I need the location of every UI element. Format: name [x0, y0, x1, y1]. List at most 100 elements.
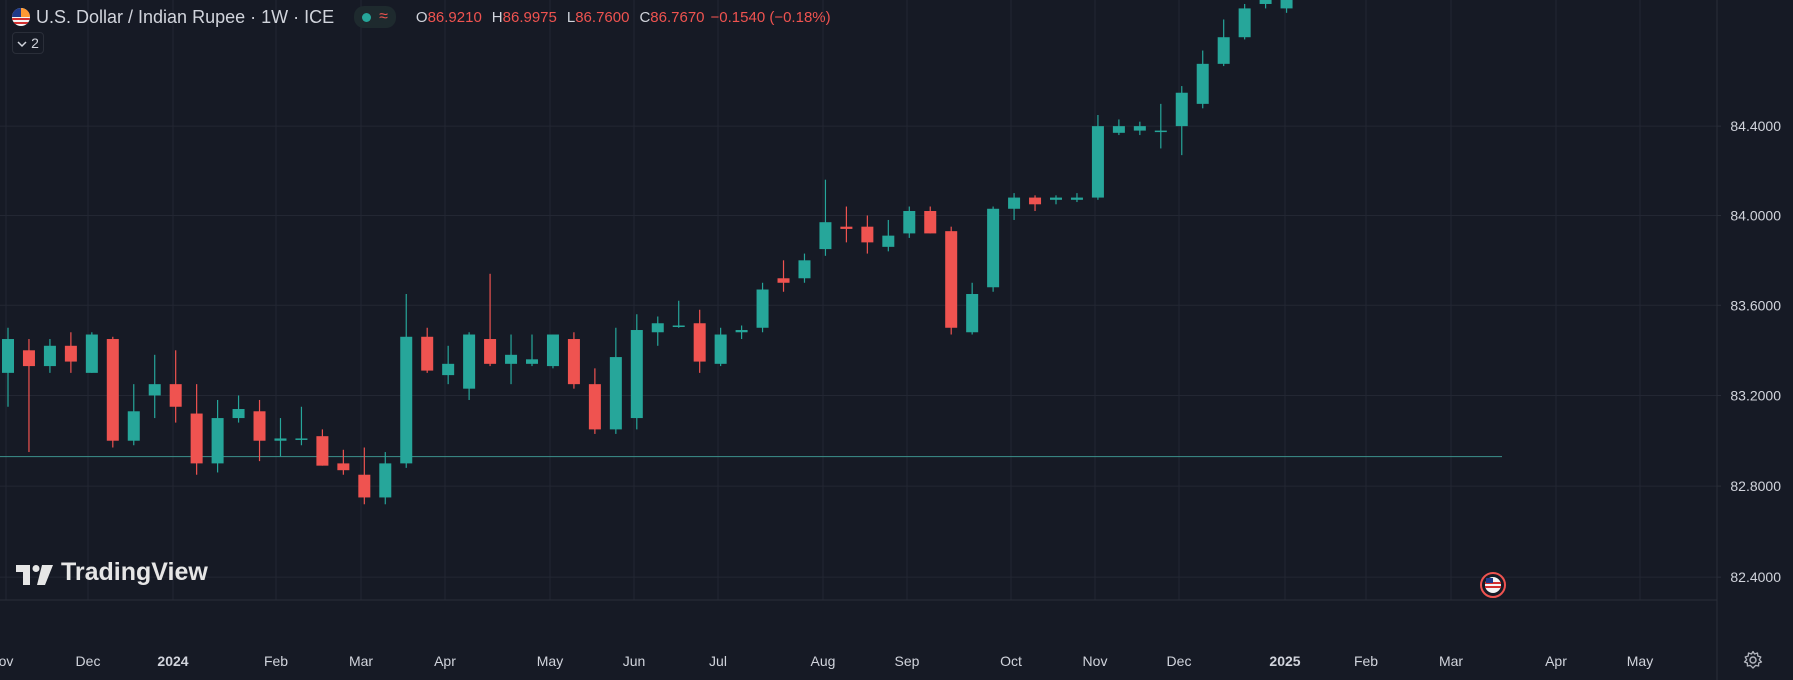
candle-body — [379, 463, 392, 498]
candle — [777, 260, 790, 292]
time-tick-label: Dec — [1167, 653, 1192, 669]
time-tick-label: Mar — [1439, 653, 1463, 669]
candle-body — [64, 345, 77, 362]
candle — [882, 219, 895, 252]
candle-body — [190, 413, 203, 464]
candle-body — [106, 339, 119, 441]
candle-body — [2, 339, 14, 373]
candle-body — [672, 325, 685, 328]
candle-body — [882, 235, 895, 247]
time-tick-label: Aug — [811, 653, 836, 669]
candle — [714, 327, 727, 367]
high-value: 86.9975 — [502, 8, 557, 26]
time-tick-label: Nov — [1083, 653, 1108, 669]
price-tick-label: 85.0000 — [1730, 0, 1781, 1]
candle — [442, 345, 455, 385]
candle-body — [840, 226, 853, 229]
close-label: C — [639, 8, 651, 26]
settings-gear-icon[interactable] — [1743, 650, 1763, 670]
price-change: −0.1540 (−0.18%) — [710, 8, 831, 26]
candle-body — [714, 334, 727, 364]
symbol-title[interactable]: U.S. Dollar / Indian Rupee · 1W · ICE — [36, 6, 335, 27]
candle-body — [232, 409, 245, 419]
candle-body — [1259, 0, 1272, 4]
candle — [253, 399, 266, 462]
time-tick-label: Feb — [1354, 653, 1378, 669]
price-tick-label: 82.8000 — [1730, 478, 1781, 494]
candle — [924, 206, 937, 234]
candle — [22, 339, 35, 453]
candle-body — [253, 411, 266, 441]
candle — [1008, 193, 1021, 220]
candle — [505, 334, 518, 385]
candle-body — [651, 323, 664, 333]
time-tick-label: May — [1627, 653, 1653, 669]
candle — [274, 418, 287, 457]
candle — [64, 332, 77, 373]
candle — [672, 300, 685, 328]
time-tick-label: Feb — [264, 653, 288, 669]
candle — [211, 399, 224, 473]
candle-body — [148, 384, 161, 396]
candle — [840, 206, 853, 243]
candle-body — [1112, 126, 1125, 133]
candle-body — [1175, 92, 1188, 127]
collapse-indicators-button[interactable]: 2 — [12, 32, 44, 54]
open-label: O — [415, 8, 428, 26]
candle — [190, 384, 203, 475]
candle-body — [1196, 63, 1209, 104]
candle-body — [169, 384, 182, 407]
candle — [316, 429, 329, 466]
candle-body — [337, 463, 350, 471]
candle — [1238, 3, 1251, 40]
candle-body — [484, 339, 497, 364]
ohlc-values: O86.9210 H86.9975 L86.7600 C86.7670 — [416, 9, 705, 26]
candle — [588, 368, 601, 434]
candle-body — [630, 330, 643, 419]
candle — [295, 406, 308, 446]
open-value: 86.9210 — [427, 8, 482, 26]
price-tick-label: 83.6000 — [1730, 297, 1781, 313]
candle — [484, 273, 497, 367]
candle — [735, 325, 748, 340]
candle-body — [505, 354, 518, 364]
time-tick-label: Dec — [76, 653, 101, 669]
candle — [630, 314, 643, 430]
market-status-pill[interactable]: ≈ — [354, 6, 396, 28]
candle — [400, 294, 413, 468]
economic-event-flag-icon[interactable] — [1480, 572, 1506, 598]
tradingview-watermark: TradingView — [16, 558, 208, 587]
candle — [232, 395, 245, 423]
candle — [526, 334, 538, 367]
candle — [43, 339, 56, 373]
candle — [798, 253, 811, 283]
low-value: 86.7600 — [575, 8, 630, 26]
candle-body — [85, 334, 98, 373]
time-tick-label: Jul — [709, 653, 727, 669]
candle-body — [1050, 197, 1062, 200]
candle-body — [546, 334, 559, 367]
candle-body — [903, 211, 916, 234]
candle — [987, 206, 1000, 292]
candle-body — [987, 208, 1000, 288]
candle-body — [421, 336, 434, 371]
candle — [756, 282, 769, 333]
candle-body — [400, 336, 413, 464]
candle — [379, 452, 392, 505]
candle-body — [358, 474, 371, 498]
candle — [106, 336, 119, 448]
price-tick-label: 84.4000 — [1730, 118, 1781, 134]
candle-body — [274, 438, 287, 441]
candle — [819, 179, 832, 256]
candle — [945, 226, 958, 335]
candle — [1050, 195, 1062, 205]
time-tick-label: Apr — [434, 653, 456, 669]
candle-body — [1154, 130, 1167, 133]
candle — [1259, 0, 1272, 9]
legend-header: U.S. Dollar / Indian Rupee · 1W · ICE ≈ … — [12, 4, 831, 30]
candle — [1217, 19, 1230, 67]
candle — [966, 282, 979, 335]
candle — [127, 384, 140, 446]
